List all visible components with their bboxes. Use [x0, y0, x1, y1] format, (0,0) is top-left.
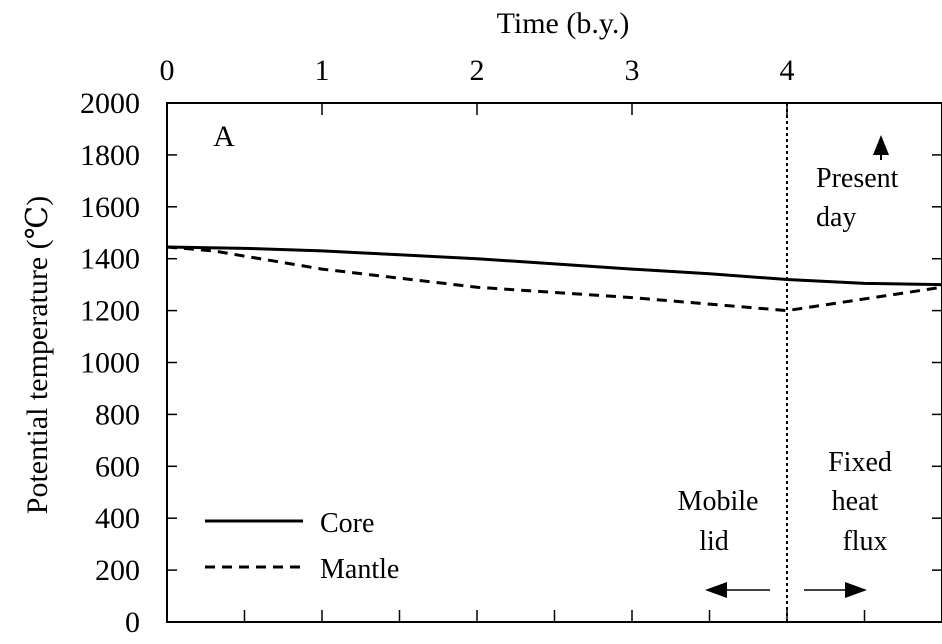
- y-tick-label-200: 200: [95, 554, 140, 587]
- legend-label-mantle: Mantle: [320, 554, 399, 585]
- present-day-label-line2: day: [816, 202, 856, 233]
- mobile-lid-label-line1: Mobile: [678, 486, 759, 517]
- x-tick-label-1: 1: [315, 54, 330, 87]
- y-tick-label-400: 400: [95, 502, 140, 535]
- y-tick-label-1800: 1800: [80, 139, 140, 172]
- series-layer: [166, 245, 942, 313]
- y-tick-label-1000: 1000: [80, 347, 140, 380]
- x-tick-label-3: 3: [625, 54, 640, 87]
- series-line-mantle: [166, 245, 942, 313]
- present-day-label-line1: Present: [816, 163, 899, 194]
- x-tick-label-2: 2: [470, 54, 485, 87]
- fixed-heat-flux-label-line1: Fixed: [828, 447, 892, 478]
- y-tick-label-600: 600: [95, 450, 140, 483]
- mobile-lid-arrow-head: [705, 582, 727, 598]
- y-tick-label-1200: 1200: [80, 295, 140, 328]
- y-tick-label-0: 0: [125, 606, 140, 639]
- present-day-arrow-head: [873, 135, 889, 155]
- mobile-lid-label-line2: lid: [699, 526, 729, 557]
- x-axis-title: Time (b.y.): [497, 7, 630, 40]
- y-tick-label-800: 800: [95, 398, 140, 431]
- fixed-heat-flux-label-line2: heat: [832, 486, 879, 517]
- tick-labels: 0 1 2 3 4 0 200 400 600 800 1000 1200 1400 1600 1800 20…: [80, 54, 795, 639]
- y-tick-label-1400: 1400: [80, 243, 140, 276]
- x-tick-label-4: 4: [780, 54, 795, 87]
- ticks: [166, 102, 942, 623]
- y-tick-label-1600: 1600: [80, 191, 140, 224]
- x-tick-label-0: 0: [160, 54, 175, 87]
- y-axis-title: Potential temperature (℃): [21, 196, 54, 514]
- panel-label: A: [213, 120, 235, 153]
- fixed-heat-flux-arrow-head: [845, 582, 867, 598]
- series-line-core: [166, 245, 942, 287]
- legend: Core Mantle: [205, 508, 399, 585]
- y-tick-label-2000: 2000: [80, 87, 140, 120]
- legend-label-core: Core: [320, 508, 374, 539]
- fixed-heat-flux-label-line3: flux: [842, 526, 887, 557]
